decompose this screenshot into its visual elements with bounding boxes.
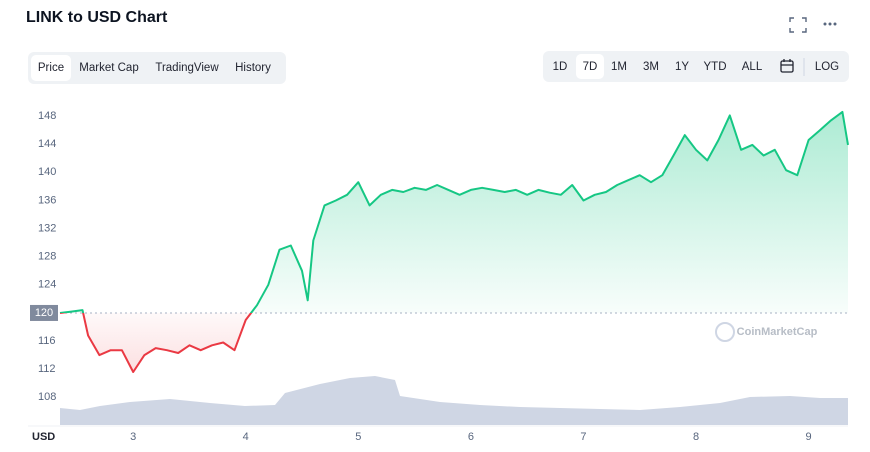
x-axis-label: USD bbox=[32, 431, 55, 443]
tab-button[interactable]: Price bbox=[38, 62, 64, 74]
y-tick-label: 108 bbox=[38, 391, 56, 403]
watermark-logo bbox=[715, 322, 735, 342]
y-tick-label: 148 bbox=[38, 110, 56, 122]
tab-button[interactable]: TradingView bbox=[155, 62, 219, 74]
watermark: CoinMarketCap bbox=[737, 326, 818, 338]
more-icon[interactable] bbox=[823, 22, 837, 26]
x-tick-label: 3 bbox=[130, 431, 136, 443]
y-tick-label: 116 bbox=[38, 335, 56, 347]
tab-bar bbox=[28, 52, 286, 84]
x-tick-label: 8 bbox=[693, 431, 699, 443]
x-tick-label: 9 bbox=[806, 431, 812, 443]
calendar-icon[interactable] bbox=[780, 59, 794, 73]
baseline-label: 120 bbox=[35, 307, 53, 319]
price-area bbox=[60, 111, 848, 373]
y-tick-label: 132 bbox=[38, 222, 56, 234]
range-button[interactable]: 1M bbox=[611, 61, 627, 73]
range-button[interactable]: 3M bbox=[643, 61, 659, 73]
y-tick-label: 112 bbox=[38, 363, 56, 375]
x-tick-label: 7 bbox=[580, 431, 586, 443]
price-line bbox=[59, 110, 849, 373]
y-tick-label: 140 bbox=[38, 166, 56, 178]
range-active-bg bbox=[576, 54, 604, 79]
y-tick-label: 144 bbox=[38, 138, 56, 150]
x-tick-label: 5 bbox=[355, 431, 361, 443]
y-tick-label: 128 bbox=[38, 251, 56, 263]
fullscreen-icon[interactable] bbox=[789, 17, 807, 33]
tab-active-bg bbox=[31, 55, 71, 81]
x-tick-label: 4 bbox=[243, 431, 249, 443]
log-button[interactable]: LOG bbox=[815, 61, 839, 73]
baseline-label-bg bbox=[30, 304, 58, 321]
range-button[interactable]: ALL bbox=[742, 61, 763, 73]
range-bar bbox=[543, 51, 849, 82]
y-tick-label: 136 bbox=[38, 194, 56, 206]
volume-area bbox=[60, 376, 848, 425]
tab-button[interactable]: History bbox=[235, 62, 271, 74]
x-tick-label: 6 bbox=[468, 431, 474, 443]
range-button[interactable]: 1D bbox=[553, 61, 568, 73]
range-button[interactable]: YTD bbox=[704, 61, 727, 73]
range-button[interactable]: 1Y bbox=[675, 61, 689, 73]
y-tick-label: 124 bbox=[38, 279, 56, 291]
tab-button[interactable]: Market Cap bbox=[79, 62, 138, 74]
range-button[interactable]: 7D bbox=[583, 61, 598, 73]
chart-title: LINK to USD Chart bbox=[26, 9, 168, 26]
